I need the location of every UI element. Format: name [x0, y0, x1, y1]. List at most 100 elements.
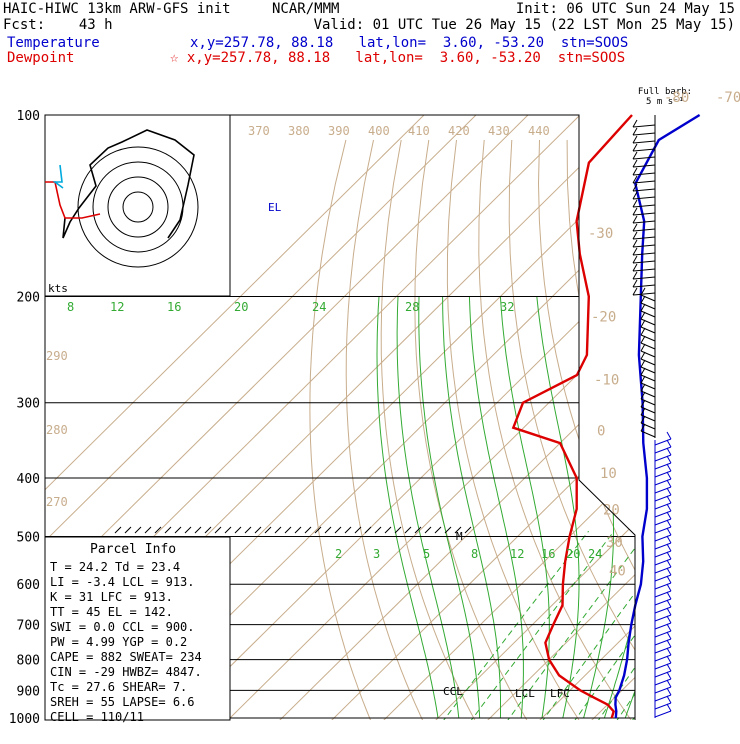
wind-barb-flag [633, 160, 637, 167]
dry-adiabat-label: 280 [46, 423, 68, 437]
isotherm-label: -10 [594, 373, 619, 389]
wind-barb-flag [641, 368, 645, 375]
wind-barb-flag [667, 672, 671, 679]
hatch-mark [215, 527, 221, 533]
isotherm [217, 57, 740, 731]
wind-barb-flag [667, 640, 671, 647]
mixing-ratio-line [639, 531, 740, 731]
wind-barb-flag [667, 704, 671, 711]
wind-barb-flag [667, 664, 671, 671]
theta-e-label: 410 [408, 124, 430, 138]
lcl-label: LCL [515, 687, 535, 700]
moist-adiabat [377, 297, 438, 719]
wind-barb-flag [667, 632, 671, 639]
wind-barb [633, 141, 655, 143]
wind-barb-flag [667, 560, 671, 567]
isotherm [425, 57, 740, 731]
wind-barb-flag [633, 136, 637, 143]
wind-barb-flag [633, 208, 637, 215]
hatch-mark [165, 527, 171, 533]
wind-barb-flag [667, 696, 671, 703]
theta-e-label: 390 [328, 124, 350, 138]
wind-barb-flag [641, 320, 645, 327]
wind-barb-flag [667, 688, 671, 695]
hatch-mark [305, 527, 311, 533]
pressure-label-300: 300 [17, 397, 40, 412]
dry-adiabat [622, 140, 740, 731]
wind-barb-flag [641, 312, 645, 319]
temperature-location: x,y=257.78, 88.18 lat,lon= 3.60, -53.20 … [190, 35, 628, 51]
wind-barb-flag [633, 280, 637, 287]
moist-adiabat [443, 297, 501, 719]
isotherm-label: -30 [588, 226, 613, 242]
wind-barb [633, 197, 655, 199]
hodograph-inset: kts [45, 115, 230, 296]
wind-barb [633, 173, 655, 175]
pressure-label-500: 500 [17, 530, 40, 545]
wind-barb-flag [667, 584, 671, 591]
dry-adiabat-label: 290 [46, 349, 68, 363]
wind-barb [633, 253, 655, 255]
hatch-mark [225, 527, 231, 533]
wind-barb-flag [633, 264, 637, 271]
mixing-ratio-line [463, 531, 614, 731]
dry-adiabat [310, 140, 375, 731]
hatch-mark [375, 527, 381, 533]
wind-barb-flag [633, 144, 637, 151]
wind-barb-flag [667, 656, 671, 663]
wind-barb-flag [667, 480, 671, 487]
mixing-ratio-label-upper: 16 [167, 300, 181, 314]
valid-time: Valid: 01 UTC Tue 26 May 15 (22 LST Mon … [314, 17, 735, 33]
hatch-mark [125, 527, 131, 533]
mixing-ratio-line [536, 531, 681, 731]
wind-barb-flag [633, 216, 637, 223]
hatch-mark [275, 527, 281, 533]
parcel-info-row: TT = 45 EL = 142. [50, 605, 173, 619]
mixing-ratio-label-upper: 20 [234, 300, 248, 314]
ccl-label: CCL [443, 685, 463, 698]
pressure-label-100: 100 [17, 109, 40, 124]
wind-barb [655, 711, 671, 717]
wind-barb-flag [633, 248, 637, 255]
forecast-hour: Fcst: 43 h [3, 17, 113, 33]
wind-barb [633, 293, 655, 295]
wind-barb-flag [667, 600, 671, 607]
wind-barb-flag [633, 200, 637, 207]
wind-barb-flag [633, 128, 637, 135]
pressure-label-600: 600 [17, 578, 40, 593]
hatch-mark [425, 527, 431, 533]
hodograph-frame [45, 115, 230, 296]
wind-barb-flag [667, 544, 671, 551]
hatch-mark [355, 527, 361, 533]
hatch-mark [255, 527, 261, 533]
isotherm-label: -70 [716, 90, 740, 106]
isotherm-label: -80 [664, 90, 689, 106]
dry-adiabat [678, 140, 740, 731]
hatch-mark [145, 527, 151, 533]
mixing-ratio-label-lower: 20 [566, 547, 580, 561]
wind-barbs [633, 115, 671, 718]
pressure-label-400: 400 [17, 472, 40, 487]
mixing-ratio-label-lower: 24 [588, 547, 602, 561]
hatch-mark [195, 527, 201, 533]
wind-barb-flag [633, 240, 637, 247]
theta-e-label: 380 [288, 124, 310, 138]
isotherm [373, 57, 740, 731]
moist-adiabat [667, 297, 740, 719]
mixing-ratio-label-lower: 8 [471, 547, 478, 561]
wind-barb-flag [667, 576, 671, 583]
isotherm [165, 57, 740, 731]
wind-barb-flag [667, 496, 671, 503]
parcel-info-title: Parcel Info [90, 542, 176, 557]
theta-e-label: 370 [248, 124, 270, 138]
wind-barb-flag [633, 152, 637, 159]
isotherm-label: -20 [591, 309, 616, 325]
dewpoint-legend: Dewpoint [7, 50, 74, 66]
wind-barb-flag [641, 328, 645, 335]
parcel-info-row: SREH = 55 LAPSE= 6.6 [50, 695, 195, 709]
wind-barb [633, 261, 655, 263]
hatch-mark [365, 527, 371, 533]
hodograph-units: kts [48, 282, 68, 295]
